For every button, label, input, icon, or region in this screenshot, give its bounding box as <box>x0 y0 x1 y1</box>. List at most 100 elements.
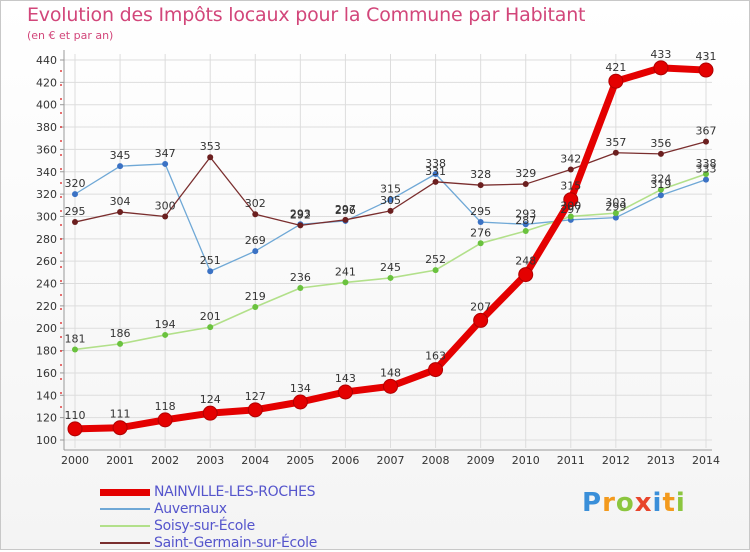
data-point-3 <box>477 182 484 189</box>
data-label-2: 245 <box>380 261 401 274</box>
data-point-2 <box>297 285 304 291</box>
data-label-3: 297 <box>335 203 356 216</box>
y-tick-label: 340 <box>36 166 57 179</box>
data-label-0: 143 <box>335 372 356 385</box>
data-point-1 <box>477 219 484 226</box>
data-label-2: 324 <box>650 173 671 186</box>
data-label-1: 320 <box>65 177 86 190</box>
data-label-2: 287 <box>515 214 536 227</box>
data-label-0: 207 <box>470 300 491 313</box>
y-tick-label: 280 <box>36 233 57 246</box>
data-point-1 <box>162 160 169 167</box>
data-label-3: 353 <box>200 140 221 153</box>
data-label-1: 293 <box>290 207 311 220</box>
y-tick-label: 260 <box>36 255 57 268</box>
data-label-1: 269 <box>245 234 266 247</box>
data-point-3 <box>522 181 529 188</box>
data-point-2 <box>342 279 349 286</box>
y-tick-label: 440 <box>36 54 57 67</box>
data-point-1 <box>522 221 529 228</box>
data-point-0 <box>428 362 444 378</box>
data-label-3: 300 <box>155 199 176 212</box>
data-point-3 <box>703 138 709 145</box>
data-label-1: 295 <box>470 205 491 218</box>
x-tick-label: 2010 <box>512 454 540 467</box>
data-point-2 <box>117 340 124 347</box>
y-tick-label: 300 <box>36 210 57 223</box>
data-point-0 <box>112 420 128 436</box>
data-point-2 <box>477 240 484 247</box>
data-point-1 <box>703 176 709 183</box>
x-tick-label: 2004 <box>241 454 269 467</box>
data-point-0 <box>608 73 624 89</box>
data-label-1: 315 <box>380 183 401 196</box>
legend-label-auvernaux: Auvernaux <box>154 501 227 517</box>
x-tick-label: 2011 <box>557 454 585 467</box>
data-point-1 <box>432 171 439 177</box>
data-label-1: 347 <box>155 147 176 160</box>
data-point-1 <box>252 248 259 255</box>
data-label-3: 331 <box>425 165 446 178</box>
data-point-2 <box>657 186 664 193</box>
data-point-2 <box>162 331 169 338</box>
x-tick-label: 2012 <box>602 454 630 467</box>
data-point-0 <box>202 405 218 421</box>
data-label-1: 293 <box>515 207 536 220</box>
data-point-1 <box>387 196 394 203</box>
data-point-3 <box>342 216 349 223</box>
data-label-2: 303 <box>605 196 626 209</box>
x-tick-label: 2002 <box>151 454 179 467</box>
data-label-2: 219 <box>245 290 266 303</box>
data-label-3: 295 <box>65 205 86 218</box>
data-point-0 <box>337 384 353 400</box>
chart-subtitle: (en € et par an) <box>27 29 114 42</box>
data-point-2 <box>207 324 214 331</box>
data-label-0: 118 <box>155 400 176 413</box>
data-point-0 <box>383 378 398 394</box>
x-tick-label: 2003 <box>196 454 224 467</box>
data-point-1 <box>612 214 619 221</box>
data-label-0: 163 <box>425 350 446 363</box>
data-label-3: 342 <box>560 153 581 166</box>
data-point-2 <box>72 346 78 353</box>
data-label-1: 299 <box>605 201 626 214</box>
data-point-1 <box>117 163 124 170</box>
x-tick-label: 2006 <box>331 454 359 467</box>
data-label-2: 300 <box>560 199 581 212</box>
data-point-2 <box>522 228 529 234</box>
data-label-2: 181 <box>65 332 86 345</box>
data-label-0: 127 <box>245 390 266 403</box>
data-label-0: 248 <box>515 255 536 268</box>
data-point-2 <box>567 213 574 220</box>
data-label-3: 357 <box>605 136 626 149</box>
data-point-3 <box>387 207 394 214</box>
y-tick-label: 420 <box>36 76 57 89</box>
data-label-2: 241 <box>335 265 356 278</box>
x-tick-label: 2013 <box>647 454 675 467</box>
y-tick-label: 180 <box>36 345 57 358</box>
data-label-2: 201 <box>200 310 221 323</box>
y-tick-label: 400 <box>36 99 57 112</box>
data-label-1: 319 <box>650 178 671 191</box>
data-label-2: 186 <box>110 327 131 340</box>
data-label-0: 134 <box>290 382 311 395</box>
data-point-3 <box>252 211 259 218</box>
y-tick-label: 380 <box>36 121 57 134</box>
x-tick-label: 2000 <box>61 454 89 467</box>
chart-title: Evolution des Impôts locaux pour la Comm… <box>27 4 586 26</box>
data-point-3 <box>117 209 124 215</box>
data-label-1: 338 <box>425 157 446 170</box>
data-label-3: 328 <box>470 168 491 181</box>
legend-label-soisy: Soisy-sur-École <box>154 518 255 534</box>
data-point-0 <box>653 60 669 76</box>
y-tick-label: 320 <box>36 188 57 201</box>
data-label-0: 431 <box>696 50 717 63</box>
data-label-1: 297 <box>560 203 581 216</box>
data-point-2 <box>432 267 439 274</box>
legend-label-saint-germain: Saint-Germain-sur-École <box>154 535 318 551</box>
data-point-0 <box>157 412 173 428</box>
data-label-3: 329 <box>515 167 536 180</box>
data-point-3 <box>162 213 169 220</box>
data-label-1: 296 <box>335 204 356 217</box>
